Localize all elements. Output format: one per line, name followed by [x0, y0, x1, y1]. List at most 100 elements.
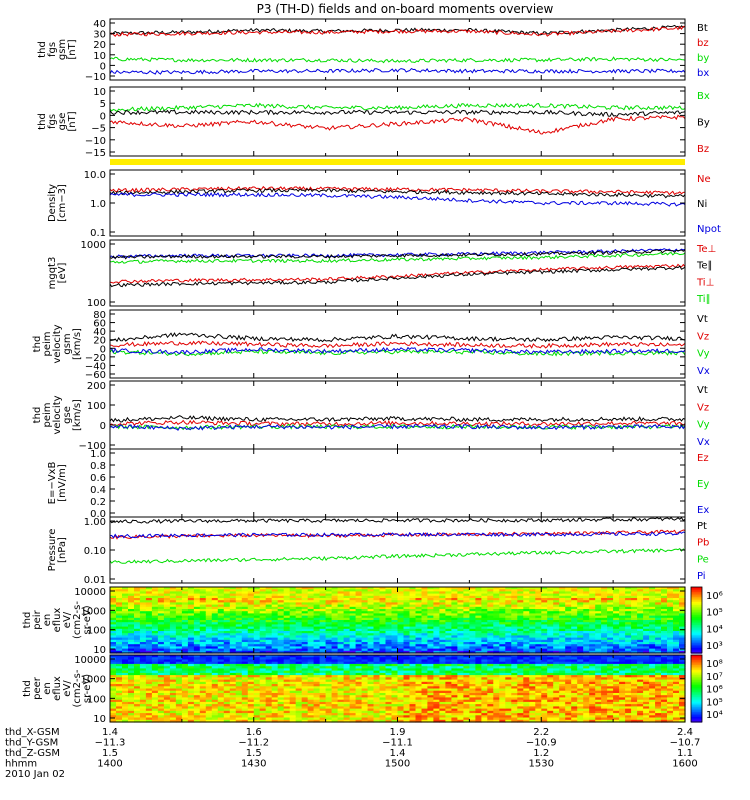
spectrogram-cell — [343, 626, 351, 630]
spectrogram-cell — [211, 646, 219, 650]
spectrogram-cell — [367, 626, 375, 630]
spectrogram-cell — [199, 672, 207, 676]
spectrogram-cell — [409, 646, 417, 650]
spectrogram-cell — [325, 695, 333, 698]
spectrogram-cell — [134, 715, 141, 719]
spectrogram-cell — [289, 587, 297, 590]
spectrogram-cell — [110, 704, 117, 707]
spectrogram-cell — [673, 635, 680, 639]
spectrogram-cell — [116, 686, 123, 690]
spectrogram-cell — [577, 648, 584, 652]
spectrogram-cell — [319, 593, 327, 597]
spectrogram-cell — [235, 684, 243, 687]
spectrogram-cell — [505, 602, 512, 606]
spectrogram-cell — [499, 642, 506, 645]
spectrogram-cell — [110, 626, 117, 630]
spectrogram-cell — [403, 611, 411, 614]
spectrogram-cell — [499, 587, 506, 590]
spectrogram-cell — [619, 595, 626, 599]
spectrogram-cell — [205, 655, 213, 658]
spectrogram-cell — [469, 650, 476, 654]
spectrogram-cell — [595, 602, 602, 606]
spectrogram-cell — [337, 593, 345, 597]
spectrogram-cell — [517, 587, 524, 590]
spectrogram-cell — [355, 622, 363, 625]
spectrogram-cell — [613, 626, 620, 630]
colorbar-cell — [691, 623, 702, 626]
spectrogram-cell — [199, 646, 207, 650]
spectrogram-cell — [289, 713, 297, 716]
spectrogram-cell — [565, 631, 572, 634]
spectrogram-cell — [535, 595, 542, 599]
spectrogram-cell — [343, 591, 351, 595]
spectrogram-cell — [205, 663, 213, 667]
spectrogram-cell — [283, 639, 291, 643]
spectrogram-cell — [169, 650, 177, 654]
spectrogram-cell — [223, 693, 231, 696]
spectrogram-cell — [571, 633, 578, 636]
spectrogram-cell — [307, 684, 315, 687]
spectrogram-cell — [385, 600, 393, 603]
spectrogram-cell — [643, 602, 650, 606]
spectrogram-cell — [313, 646, 321, 650]
spectrogram-cell — [415, 657, 423, 660]
spectrogram-cell — [415, 620, 423, 623]
spectrogram-cell — [439, 675, 446, 678]
spectrogram-cell — [349, 677, 357, 681]
spectrogram-cell — [265, 663, 273, 667]
spectrogram-cell — [217, 587, 225, 590]
spectrogram-cell — [169, 628, 177, 632]
spectrogram-cell — [235, 719, 243, 723]
spectrogram-cell — [247, 602, 255, 606]
spectrogram-cell — [427, 672, 434, 676]
spectrogram-cell — [511, 620, 518, 623]
spectrogram-cell — [493, 606, 500, 610]
spectrogram-cell — [343, 631, 351, 634]
spectrogram-cell — [553, 620, 560, 623]
spectrogram-cell — [481, 589, 488, 592]
y-axis-label: peim — [42, 402, 53, 427]
spectrogram-cell — [301, 604, 309, 608]
spectrogram-cell — [110, 606, 117, 610]
spectrogram-cell — [523, 633, 530, 636]
spectrogram-cell — [649, 600, 656, 603]
spectrogram-cell — [116, 622, 123, 625]
spectrogram-cell — [385, 633, 393, 636]
spectrogram-cell — [373, 699, 381, 703]
spectrogram-cell — [517, 635, 524, 639]
spectrogram-cell — [301, 697, 309, 701]
spectrogram-cell — [277, 613, 285, 617]
spectrogram-cell — [122, 670, 129, 674]
spectrogram-cell — [535, 644, 542, 647]
spectrogram-cell — [379, 646, 387, 650]
spectrogram-cell — [361, 668, 369, 672]
spectrogram-cell — [199, 628, 207, 632]
spectrogram-cell — [307, 626, 315, 630]
spectrogram-cell — [325, 635, 333, 639]
spectrogram-cell — [391, 701, 399, 705]
spectrogram-cell — [355, 677, 363, 681]
spectrogram-cell — [355, 626, 363, 630]
spectrogram-cell — [349, 609, 357, 612]
spectrogram-cell — [259, 655, 267, 658]
spectrogram-cell — [241, 615, 249, 619]
spectrogram-cell — [643, 598, 650, 601]
spectrogram-cell — [643, 631, 650, 634]
spectrogram-cell — [343, 663, 351, 667]
spectrogram-cell — [349, 679, 357, 683]
spectrogram-cell — [343, 650, 351, 654]
spectrogram-cell — [337, 626, 345, 630]
spectrogram-cell — [247, 639, 255, 643]
spectrogram-cell — [163, 602, 171, 606]
spectrogram-cell — [187, 589, 195, 592]
spectrogram-cell — [181, 719, 189, 723]
spectrogram-cell — [583, 615, 590, 619]
spectrogram-cell — [163, 677, 171, 681]
spectrogram-cell — [145, 668, 153, 672]
spectrogram-cell — [331, 697, 339, 701]
spectrogram-cell — [259, 648, 267, 652]
spectrogram-cell — [229, 666, 237, 669]
legend-Ti∥: Ti∥ — [696, 294, 711, 305]
spectrogram-cell — [655, 606, 662, 610]
